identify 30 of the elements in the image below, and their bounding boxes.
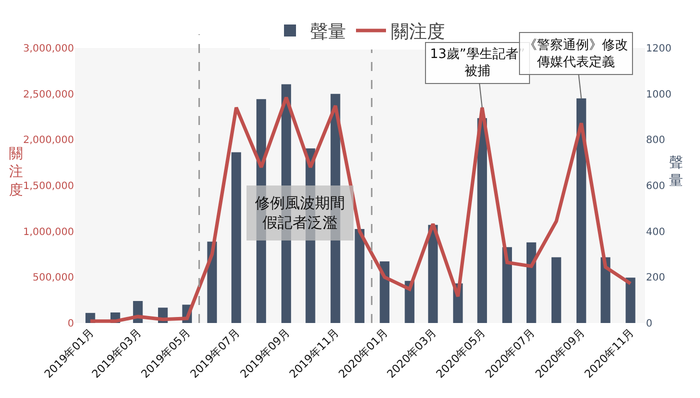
y2-axis-title: 聲量 <box>669 155 683 190</box>
y-tick-label: 3,000,000 <box>23 44 74 54</box>
bar <box>428 224 438 323</box>
y2-tick-label: 200 <box>646 272 666 284</box>
y-tick-label: 500,000 <box>32 272 74 284</box>
bar <box>231 152 242 323</box>
y2-tick-label: 400 <box>646 226 666 238</box>
y-tick-label: 0 <box>68 318 74 330</box>
bar <box>354 229 364 323</box>
y-axis-title: 關注度 <box>9 146 23 198</box>
bar <box>526 242 536 323</box>
bar <box>576 98 586 323</box>
bar <box>626 278 636 323</box>
y-tick-label: 2,500,000 <box>23 89 74 100</box>
legend-label: 關注度 <box>391 21 445 42</box>
y2-tick-label: 1000 <box>646 89 672 100</box>
y2-tick-label: 0 <box>646 318 652 330</box>
bar <box>551 257 562 323</box>
legend-label: 聲量 <box>310 21 346 42</box>
bar <box>477 118 487 323</box>
y2-tick-label: 1200 <box>646 44 672 54</box>
annotation: 修例風波期間假記者泛濫 <box>255 194 345 232</box>
y-tick-label: 2,000,000 <box>23 135 74 146</box>
y-tick-label: 1,500,000 <box>23 181 74 192</box>
bar <box>600 257 610 323</box>
annotation: 《警察通例》修改傳媒代表定義 <box>524 37 628 70</box>
y2-tick-label: 800 <box>646 135 666 146</box>
y2-tick-label: 600 <box>646 181 666 192</box>
line-series <box>88 96 632 323</box>
y-tick-label: 1,000,000 <box>23 226 74 238</box>
